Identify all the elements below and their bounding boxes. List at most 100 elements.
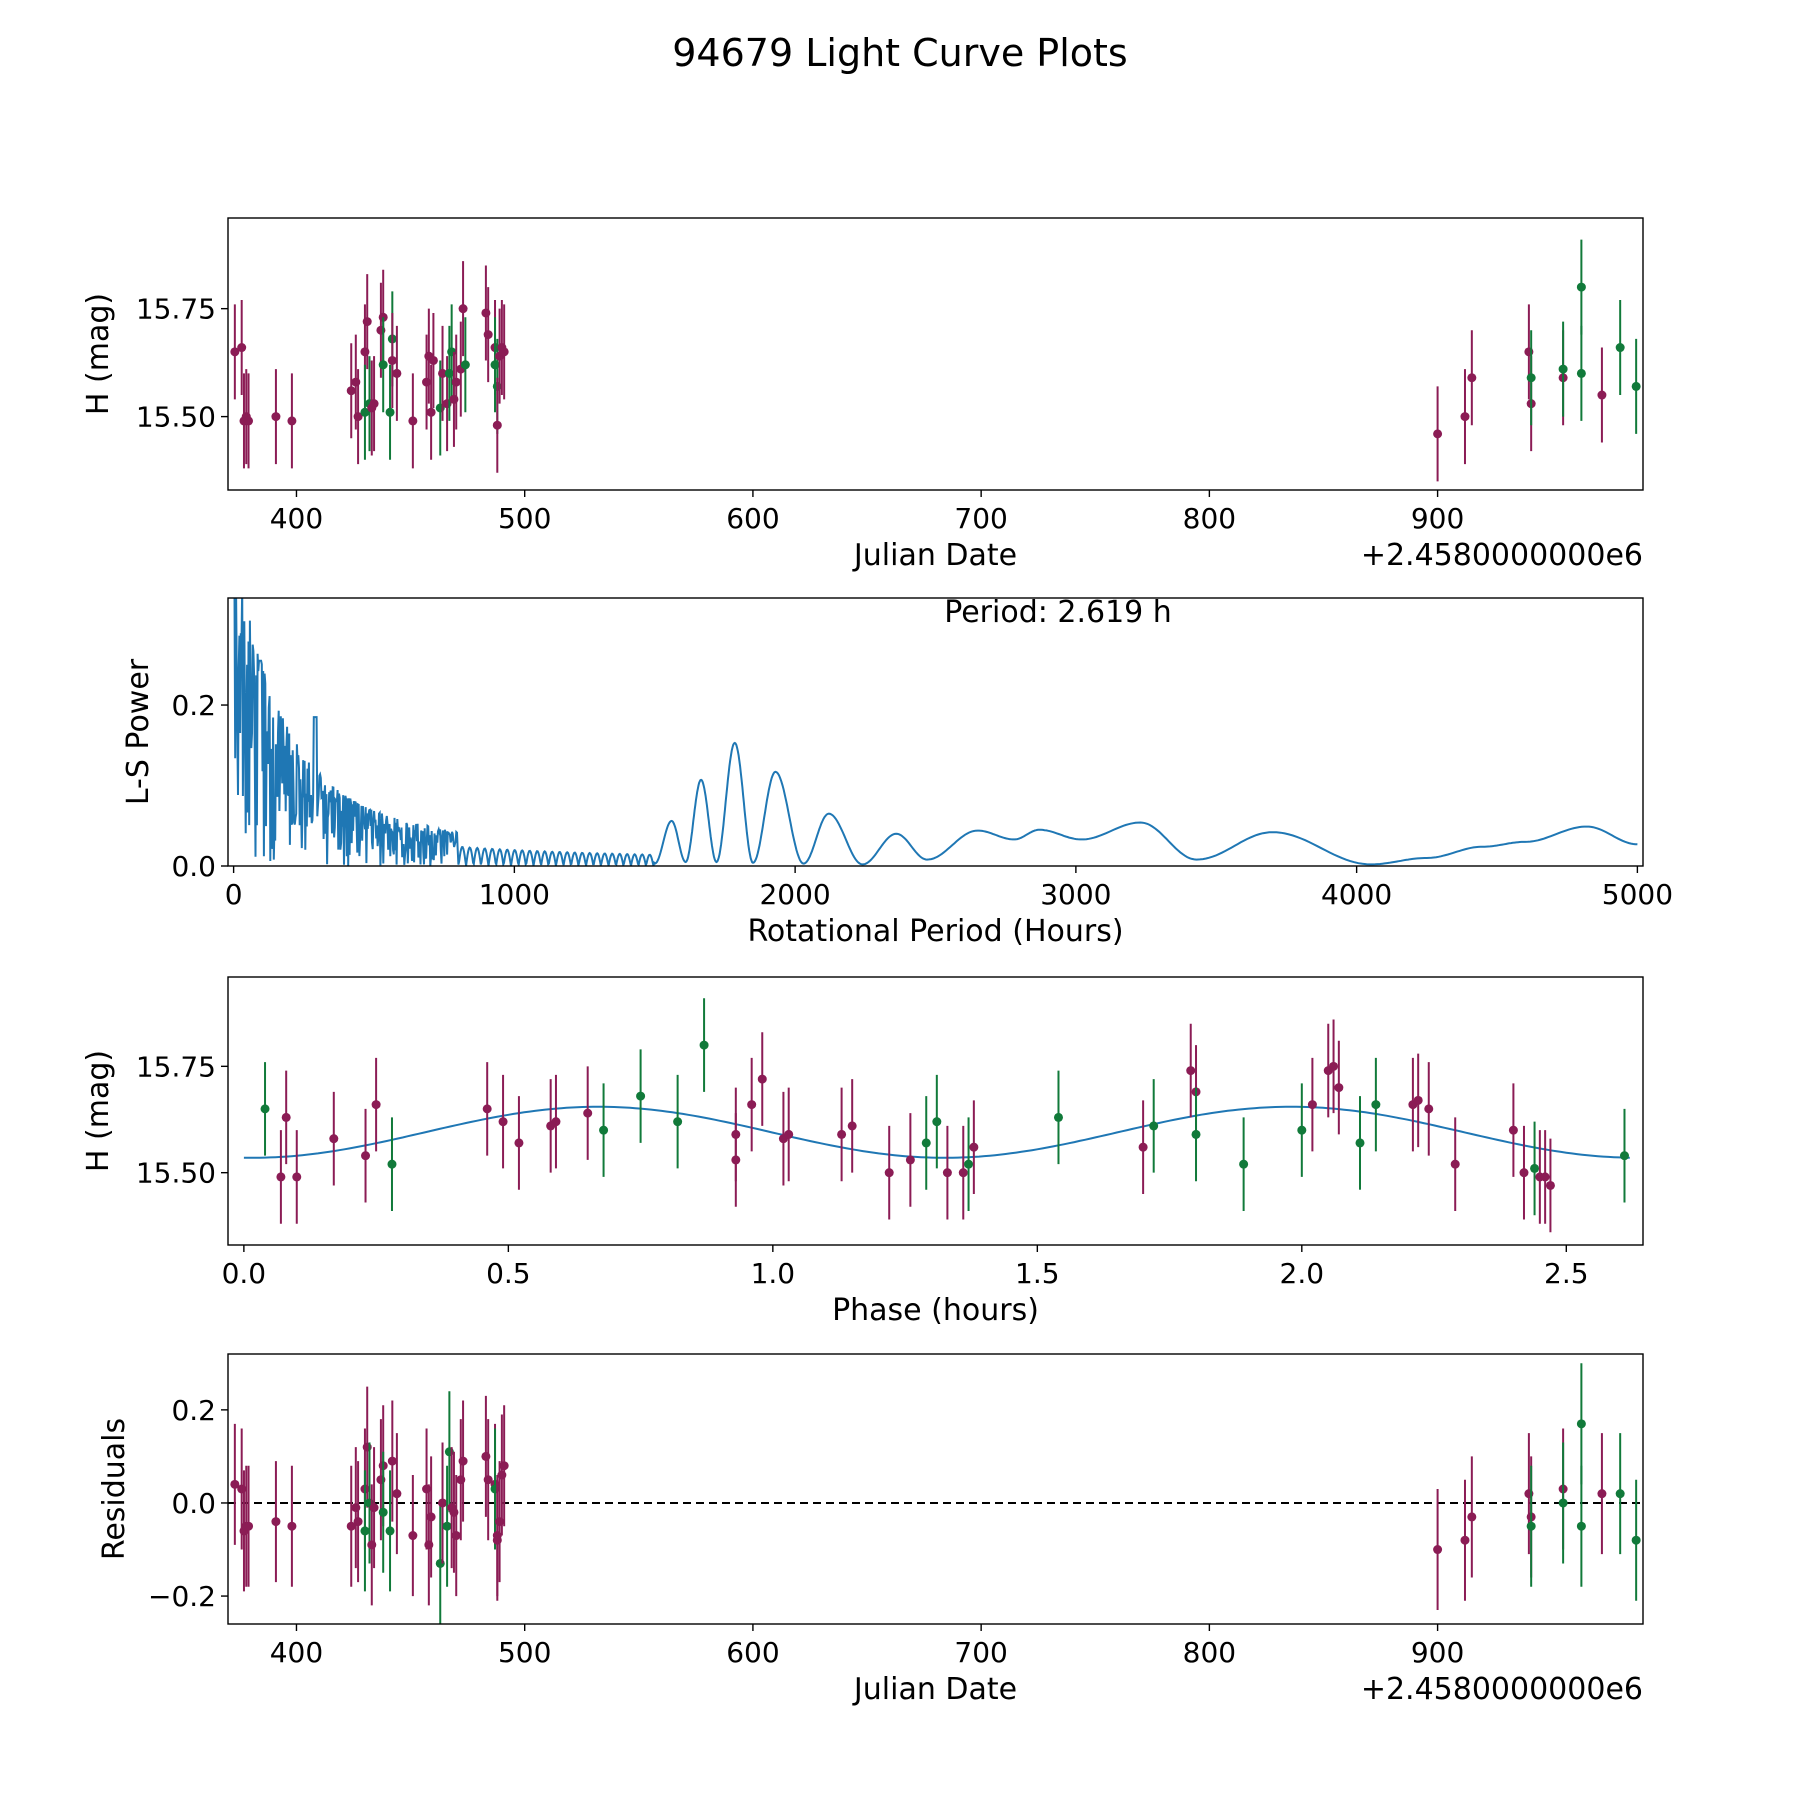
y-tick-label: 15.50 bbox=[136, 1157, 216, 1190]
y-tick-label: 0.2 bbox=[171, 689, 216, 722]
data-point bbox=[428, 355, 438, 365]
data-point bbox=[353, 1517, 363, 1527]
data-point bbox=[1460, 1535, 1470, 1545]
data-point bbox=[271, 1517, 281, 1527]
axes-frame bbox=[227, 597, 1644, 867]
data-point bbox=[1467, 373, 1477, 383]
x-tick-label: 4000 bbox=[1321, 878, 1392, 911]
data-point bbox=[1558, 364, 1568, 374]
x-offset-text: +2.4580000000e6 bbox=[1361, 538, 1643, 573]
data-point bbox=[408, 416, 418, 426]
data-point bbox=[1530, 1163, 1540, 1173]
data-point bbox=[1619, 1151, 1629, 1161]
data-point bbox=[287, 416, 297, 426]
x-tick-label: 2.0 bbox=[1280, 1257, 1325, 1290]
data-point bbox=[369, 399, 379, 409]
axes-frame bbox=[227, 1353, 1644, 1625]
data-point bbox=[599, 1125, 609, 1135]
x-axis-label: Rotational Period (Hours) bbox=[747, 914, 1123, 949]
x-tick-label: 500 bbox=[498, 502, 551, 535]
data-point bbox=[438, 368, 448, 378]
data-point bbox=[1576, 368, 1586, 378]
plot-area bbox=[233, 598, 1638, 866]
data-point bbox=[1519, 1168, 1529, 1178]
data-point bbox=[969, 1142, 979, 1152]
data-point bbox=[387, 1159, 397, 1169]
y-tick-label: 0.0 bbox=[171, 850, 216, 883]
x-tick-label: 0.5 bbox=[486, 1257, 531, 1290]
y-axis-label: L-S Power bbox=[121, 658, 156, 805]
axes-frame bbox=[227, 217, 1644, 491]
x-tick-label: 0.0 bbox=[222, 1257, 267, 1290]
data-point bbox=[361, 1151, 371, 1161]
y-tick-label: 15.75 bbox=[136, 1050, 216, 1083]
data-point bbox=[1467, 1512, 1477, 1522]
data-point bbox=[884, 1168, 894, 1178]
data-point bbox=[244, 416, 254, 426]
data-point bbox=[281, 1112, 291, 1122]
data-point bbox=[451, 1531, 461, 1541]
data-point bbox=[1615, 343, 1625, 353]
data-point bbox=[369, 1503, 379, 1513]
plot-area bbox=[243, 998, 1630, 1233]
data-point bbox=[747, 1100, 757, 1110]
data-point bbox=[636, 1091, 646, 1101]
data-point bbox=[371, 1100, 381, 1110]
data-point bbox=[346, 386, 356, 396]
data-point bbox=[230, 1479, 240, 1489]
data-point bbox=[1631, 1535, 1641, 1545]
data-point bbox=[362, 317, 372, 327]
data-point bbox=[1413, 1095, 1423, 1105]
data-point bbox=[731, 1155, 741, 1165]
data-point bbox=[1297, 1125, 1307, 1135]
x-axis-label: Phase (hours) bbox=[832, 1293, 1039, 1328]
x-tick-label: 600 bbox=[726, 1636, 779, 1669]
data-point bbox=[1371, 1100, 1381, 1110]
data-point bbox=[498, 1117, 508, 1127]
x-axis-label: Julian Date bbox=[852, 538, 1017, 573]
data-point bbox=[1526, 1521, 1536, 1531]
data-point bbox=[378, 360, 388, 370]
data-point bbox=[1597, 1489, 1607, 1499]
data-point bbox=[905, 1155, 915, 1165]
y-tick-label: −0.2 bbox=[148, 1580, 216, 1613]
y-axis-label: H (mag) bbox=[81, 1050, 116, 1172]
data-point bbox=[1191, 1129, 1201, 1139]
data-point bbox=[237, 343, 247, 353]
data-point bbox=[244, 1521, 254, 1531]
data-point bbox=[329, 1134, 339, 1144]
data-point bbox=[1149, 1121, 1159, 1131]
periodogram-line bbox=[233, 598, 1638, 866]
data-point bbox=[346, 1521, 356, 1531]
data-point bbox=[353, 412, 363, 422]
data-point bbox=[583, 1108, 593, 1118]
panel-lightcurve: 400 500 600 700 800 900 15.50 15.75 Julian Date H… bbox=[81, 217, 1644, 573]
x-tick-label: 1.5 bbox=[1015, 1257, 1060, 1290]
x-tick-label: 5000 bbox=[1602, 878, 1673, 911]
data-point bbox=[1597, 390, 1607, 400]
x-tick-label: 2.5 bbox=[1544, 1257, 1589, 1290]
data-point bbox=[551, 1117, 561, 1127]
data-point bbox=[1631, 381, 1641, 391]
data-point bbox=[757, 1074, 767, 1084]
plot-area bbox=[230, 239, 1641, 482]
data-point bbox=[1576, 282, 1586, 292]
data-point bbox=[1433, 429, 1443, 439]
data-point bbox=[1540, 1172, 1550, 1182]
data-point bbox=[408, 1531, 418, 1541]
data-point bbox=[1424, 1104, 1434, 1114]
data-point bbox=[942, 1168, 952, 1178]
x-tick-label: 1000 bbox=[479, 878, 550, 911]
data-point bbox=[276, 1172, 286, 1182]
data-point bbox=[837, 1129, 847, 1139]
x-tick-label: 1.0 bbox=[751, 1257, 796, 1290]
data-point bbox=[1526, 373, 1536, 383]
data-point bbox=[921, 1138, 931, 1148]
y-tick-label: 15.75 bbox=[136, 293, 216, 326]
data-point bbox=[392, 368, 402, 378]
data-point bbox=[483, 1475, 493, 1485]
y-axis-label: Residuals bbox=[97, 1418, 132, 1560]
data-point bbox=[438, 1498, 448, 1508]
data-point bbox=[460, 360, 470, 370]
data-point bbox=[271, 412, 281, 422]
